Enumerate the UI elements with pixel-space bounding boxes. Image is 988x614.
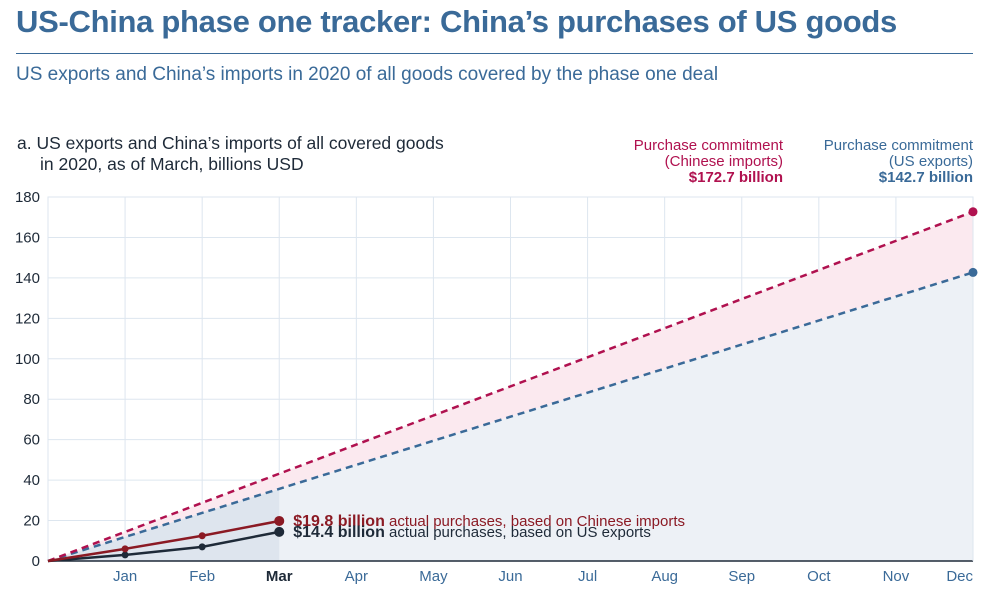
legend-us-label-line1: Purchase commitment <box>823 137 973 154</box>
annotation-us: $14.4 billion actual purchases, based on… <box>293 524 651 541</box>
panel-title-line1: a. US exports and China’s imports of all… <box>17 133 444 153</box>
title-divider <box>16 53 973 54</box>
legend-chinese-label-line2: (Chinese imports) <box>664 153 783 170</box>
x-tick-label: Mar <box>266 568 293 585</box>
y-tick-label: 60 <box>23 432 40 449</box>
x-tick-label: Jan <box>113 568 137 585</box>
actual-chinese-point <box>121 545 129 553</box>
annotation-us-value: $14.4 billion <box>293 524 385 541</box>
annotation-chinese: $19.8 billion actual purchases, based on… <box>293 513 685 530</box>
x-tick-label: Feb <box>189 568 215 585</box>
y-tick-label: 0 <box>32 553 40 570</box>
x-tick-label: Dec <box>946 568 973 585</box>
actual-us-point <box>121 551 129 559</box>
y-tick-label: 20 <box>23 513 40 530</box>
us-commitment-endpoint <box>968 267 978 277</box>
chinese-commitment-endpoint <box>968 207 978 217</box>
y-tick-label: 80 <box>23 391 40 408</box>
x-tick-label: Apr <box>345 568 368 585</box>
y-tick-label: 100 <box>15 351 40 368</box>
us-commitment-line <box>47 271 974 563</box>
page-subtitle: US exports and China’s imports in 2020 o… <box>16 64 719 85</box>
y-tick-label: 180 <box>15 189 40 206</box>
legend-us-value: $142.7 billion <box>878 169 973 186</box>
legend-chinese-value: $172.7 billion <box>688 169 783 186</box>
x-tick-label: Oct <box>807 568 831 585</box>
x-tick-label: Jul <box>578 568 597 585</box>
legend-chinese-label-line1: Purchase commitment <box>633 137 783 154</box>
legend-chinese-commitment: Purchase commitment (Chinese imports) $1… <box>634 138 783 186</box>
annotation-us-text: actual purchases, based on US exports <box>385 524 651 541</box>
panel-title-line2: in 2020, as of March, billions USD <box>40 154 304 174</box>
y-tick-label: 40 <box>23 472 40 489</box>
actual-chinese-point <box>274 515 285 526</box>
page-title: US-China phase one tracker: China’s purc… <box>16 4 897 39</box>
legend-us-label-line2: (US exports) <box>888 153 973 170</box>
panel-title: a. US exports and China’s imports of all… <box>17 133 557 175</box>
actual-chinese-point <box>198 532 206 540</box>
x-tick-label: Nov <box>883 568 910 585</box>
actual-us-point <box>274 526 285 537</box>
x-tick-label: Sep <box>728 568 755 585</box>
y-tick-label: 160 <box>15 229 40 246</box>
annotation-chinese-text: actual purchases, based on Chinese impor… <box>385 513 685 530</box>
y-tick-label: 120 <box>15 310 40 327</box>
actual-chinese-line <box>47 519 280 563</box>
x-tick-label: May <box>419 568 448 585</box>
actual-us-point <box>198 543 206 551</box>
x-tick-label: Aug <box>651 568 678 585</box>
annotation-chinese-value: $19.8 billion <box>293 513 385 530</box>
y-tick-label: 140 <box>15 270 40 287</box>
chinese-commitment-line <box>47 210 974 563</box>
legend-us-commitment: Purchase commitment (US exports) $142.7 … <box>824 138 973 186</box>
actual-us-line <box>47 530 280 563</box>
x-tick-label: Jun <box>498 568 522 585</box>
